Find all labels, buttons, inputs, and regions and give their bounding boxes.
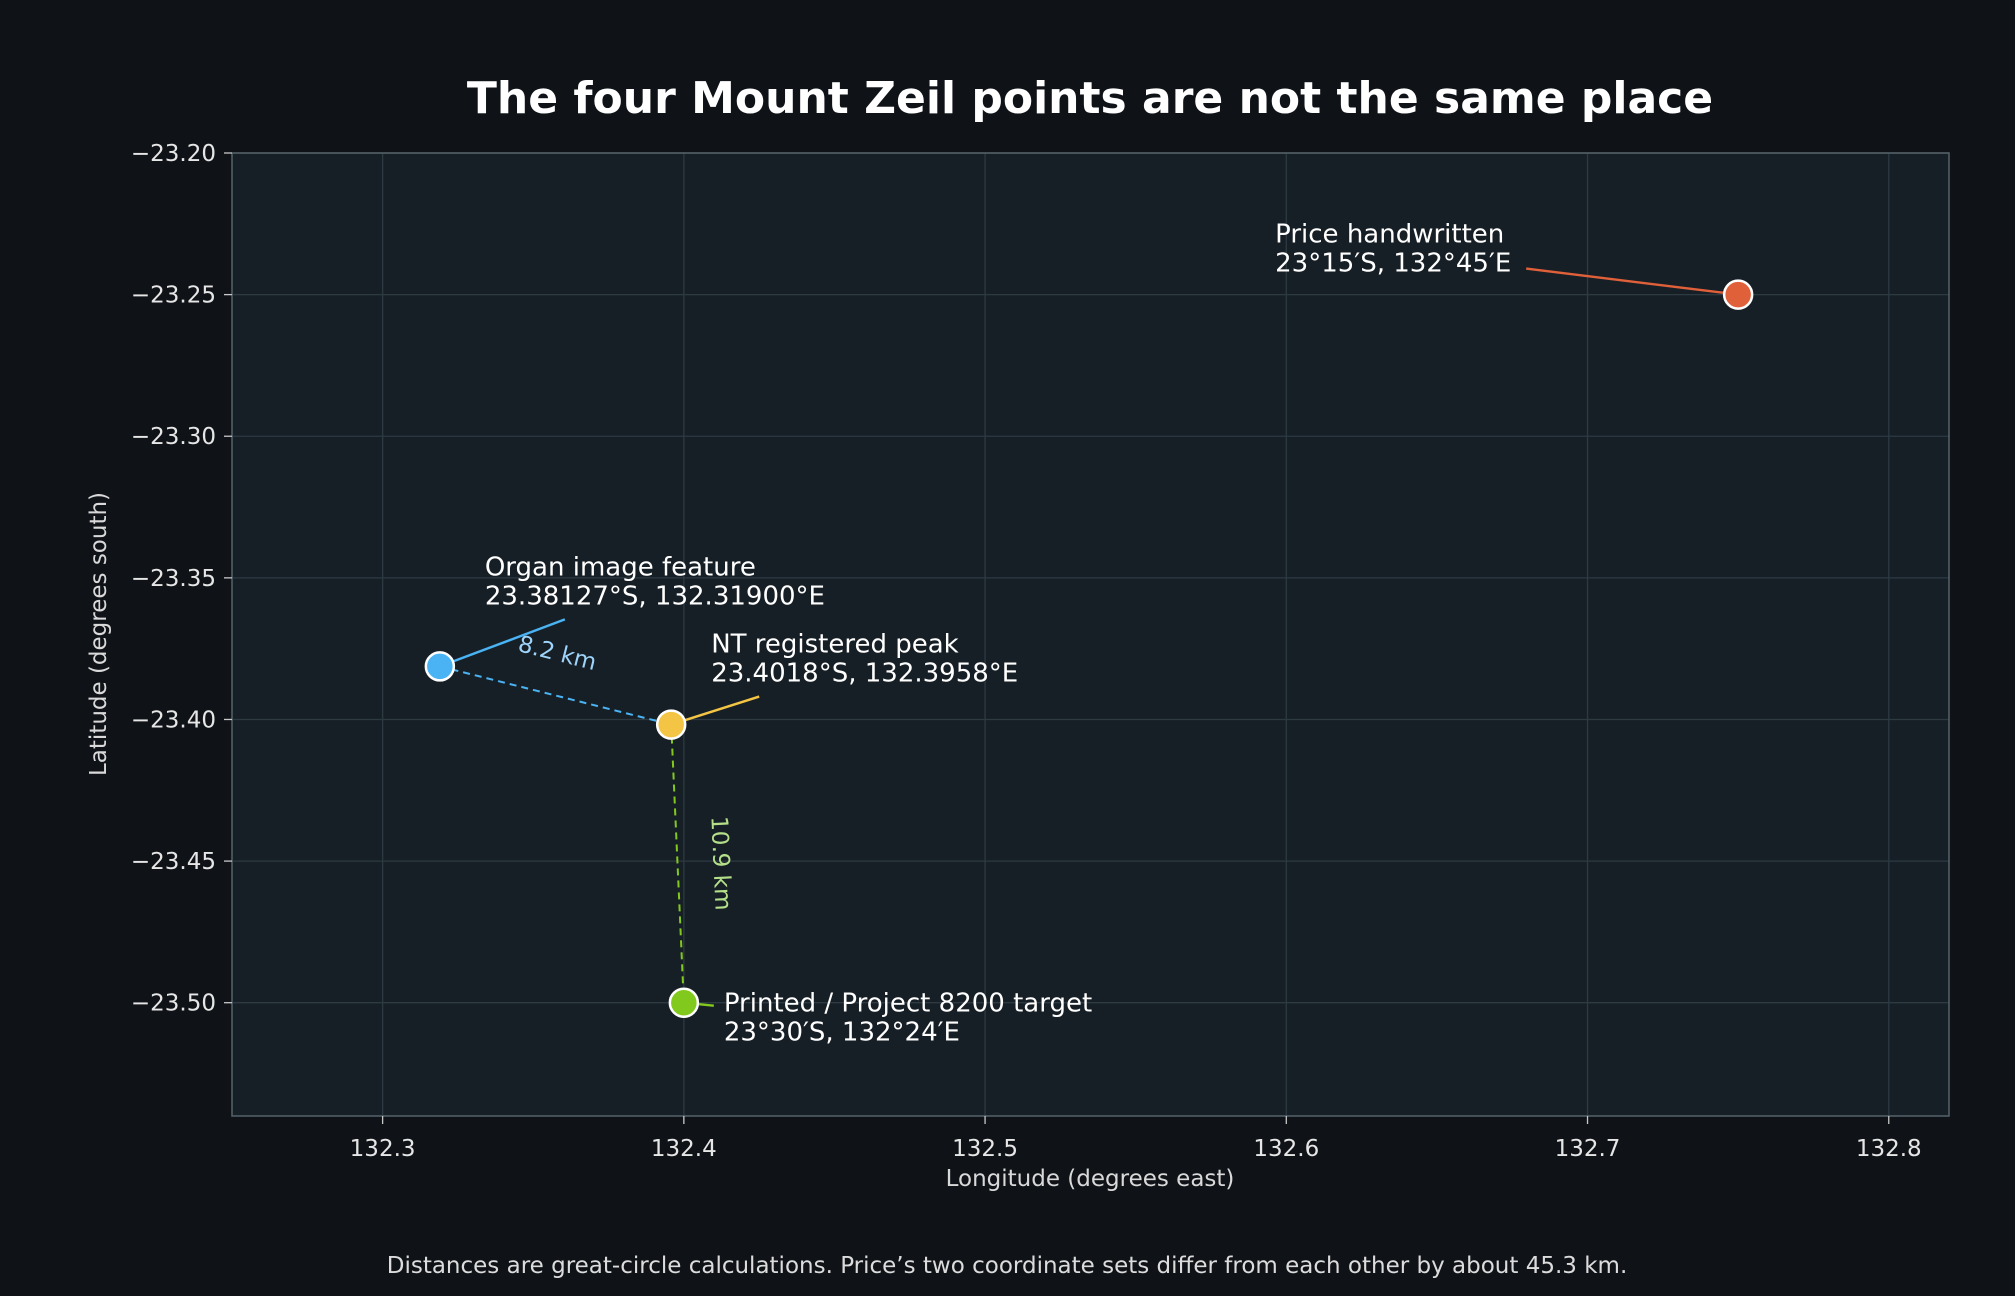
point-printed <box>668 987 700 1018</box>
footnote: Distances are great-circle calculations.… <box>387 1253 1628 1279</box>
distance-label-nt-printed: 10.9 km <box>705 816 735 911</box>
point-organ <box>424 651 456 682</box>
chart-title: The four Mount Zeil points are not the s… <box>467 73 1713 124</box>
y-tick-label: −23.25 <box>131 283 216 309</box>
annotation-label-price: Price handwritten <box>1275 220 1504 250</box>
distance-line-nt-printed <box>670 724 685 1003</box>
plot-area <box>232 153 1949 1116</box>
leader-price <box>1525 267 1739 296</box>
annotation-coords-nt: 23.4018°S, 132.3958°E <box>711 659 1018 689</box>
x-tick-label: 132.7 <box>1555 1136 1621 1162</box>
y-tick-label: −23.40 <box>131 707 216 733</box>
x-tick-label: 132.6 <box>1253 1136 1319 1162</box>
y-axis-ticks: −23.20 −23.25 −23.30 −23.35 −23.40 −23.45 −23.… <box>131 141 232 1017</box>
x-tick-label: 132.8 <box>1856 1136 1922 1162</box>
annotation-coords-price: 23°15′S, 132°45′E <box>1275 249 1511 279</box>
leader-nt <box>670 695 760 726</box>
y-tick-label: −23.50 <box>131 991 216 1017</box>
y-tick-label: −23.45 <box>131 849 216 875</box>
annotation-label-nt: NT registered peak <box>711 630 959 660</box>
y-tick-label: −23.20 <box>131 141 216 167</box>
annotation-coords-printed: 23°30′S, 132°24′E <box>724 1018 960 1048</box>
point-price <box>1722 279 1754 310</box>
annotation-label-printed: Printed / Project 8200 target <box>724 989 1092 1019</box>
y-tick-label: −23.30 <box>131 424 216 450</box>
distance-lines <box>439 665 685 1003</box>
x-axis-label: Longitude (degrees east) <box>946 1166 1235 1192</box>
distance-line-organ-nt <box>439 665 672 726</box>
annotation-coords-organ: 23.38127°S, 132.31900°E <box>485 581 825 611</box>
x-tick-label: 132.4 <box>651 1136 717 1162</box>
point-nt <box>655 709 687 740</box>
annotation-label-organ: Organ image feature <box>485 552 756 582</box>
leader-organ <box>439 618 566 668</box>
plot-frame <box>231 152 1950 1117</box>
x-axis-ticks: 132.3 132.4 132.5 132.6 132.7 132.8 <box>350 1116 1922 1162</box>
y-axis-label: Latitude (degrees south) <box>86 492 112 776</box>
x-tick-label: 132.5 <box>952 1136 1018 1162</box>
y-tick-label: −23.35 <box>131 566 216 592</box>
x-tick-label: 132.3 <box>350 1136 416 1162</box>
data-points <box>424 279 1754 1018</box>
